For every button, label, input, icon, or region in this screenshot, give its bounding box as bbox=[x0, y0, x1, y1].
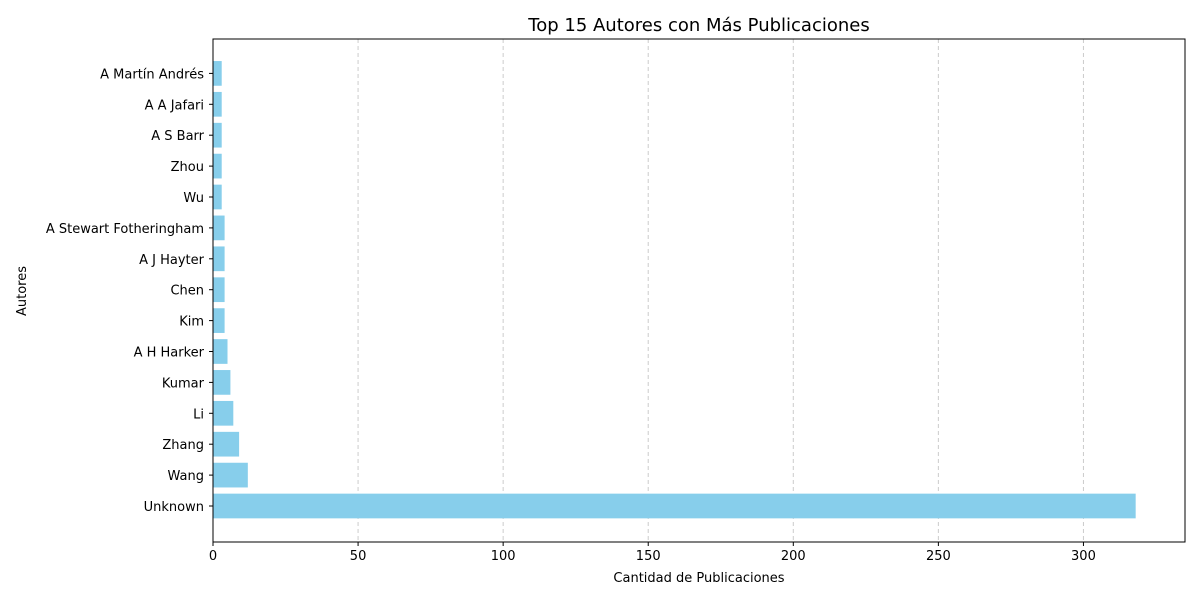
bar bbox=[213, 493, 1136, 519]
y-axis-label: Autores bbox=[15, 266, 30, 316]
x-tick-label: 150 bbox=[636, 549, 661, 564]
grid-lines bbox=[357, 39, 1084, 542]
bar bbox=[213, 400, 234, 426]
y-tick-label: Wang bbox=[168, 469, 204, 484]
bar bbox=[213, 246, 225, 272]
x-tick-label: 250 bbox=[926, 549, 951, 564]
bar bbox=[213, 61, 222, 86]
bar bbox=[213, 277, 225, 303]
y-tick-label: Kumar bbox=[162, 376, 205, 391]
bar bbox=[213, 370, 231, 395]
x-tick-label: 50 bbox=[350, 549, 367, 564]
bar bbox=[213, 215, 225, 241]
bar bbox=[213, 91, 222, 117]
y-tick-label: Kim bbox=[179, 315, 204, 330]
y-tick-label: Zhou bbox=[171, 160, 204, 175]
y-tick-label: Li bbox=[193, 407, 204, 422]
bar bbox=[213, 122, 222, 148]
bar bbox=[213, 339, 228, 364]
x-tick-label: 100 bbox=[491, 549, 516, 564]
x-tick-label: 0 bbox=[209, 549, 217, 564]
x-axis-label: Cantidad de Publicaciones bbox=[613, 571, 784, 586]
y-tick-label: Wu bbox=[183, 191, 204, 206]
y-tick-label: A S Barr bbox=[151, 129, 204, 144]
x-tick-label: 300 bbox=[1071, 549, 1096, 564]
bars bbox=[213, 61, 1136, 519]
y-tick-label: A Stewart Fotheringham bbox=[46, 222, 204, 237]
y-tick-label: A Martín Andrés bbox=[100, 67, 204, 82]
bar bbox=[213, 153, 222, 179]
y-tick-label: A A Jafari bbox=[145, 98, 204, 113]
y-tick-label: A J Hayter bbox=[139, 253, 205, 268]
x-tick-label: 200 bbox=[781, 549, 806, 564]
bar bbox=[213, 184, 222, 210]
chart-title: Top 15 Autores con Más Publicaciones bbox=[527, 15, 869, 36]
y-tick-label: A H Harker bbox=[134, 346, 205, 361]
bar bbox=[213, 462, 248, 488]
y-axis-ticks: Unknown Wang Zhang Li Kumar A H Harker Kim Chen… bbox=[46, 67, 213, 515]
y-tick-label: Unknown bbox=[144, 500, 204, 515]
plot-frame bbox=[212, 38, 1186, 543]
bar bbox=[213, 431, 240, 457]
x-axis-ticks: 0 50 100 150 200 250 300 bbox=[209, 542, 1096, 564]
y-tick-label: Chen bbox=[170, 284, 204, 299]
bar bbox=[213, 308, 225, 333]
y-tick-label: Zhang bbox=[162, 438, 204, 453]
